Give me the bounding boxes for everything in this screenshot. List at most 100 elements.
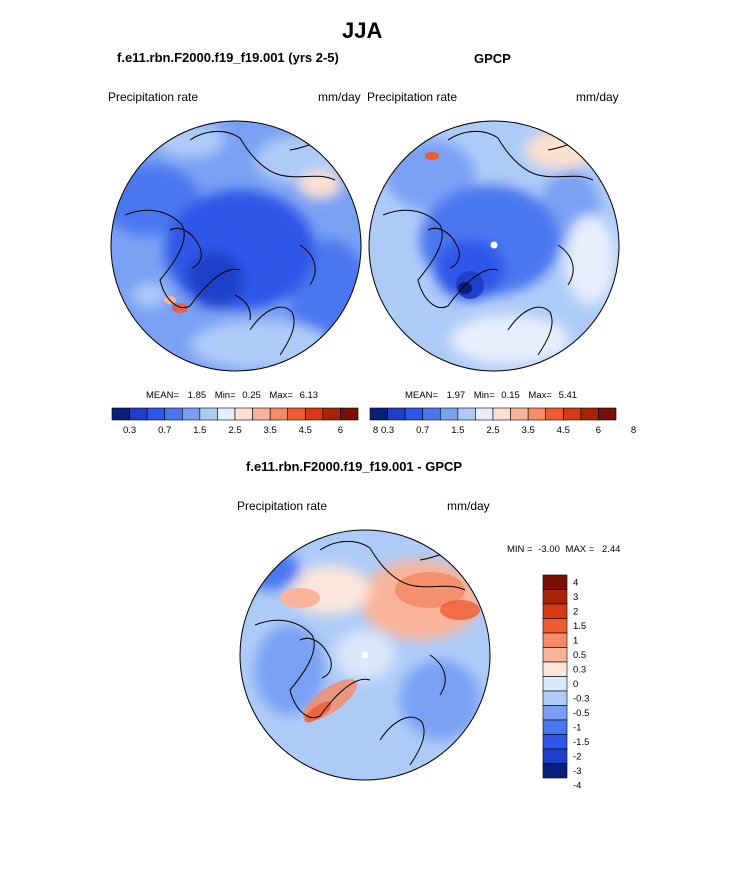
colorbar-3-box bbox=[542, 632, 568, 648]
panel-2-stats: MEAN= 1.97 Min= 0.15 Max= 5.41 bbox=[405, 390, 577, 401]
colorbar-3-tick-label: -0.5 bbox=[573, 708, 589, 719]
colorbar-1-tick-label: 4.5 bbox=[299, 425, 312, 436]
colorbar-2-tick-label: 3.5 bbox=[522, 425, 535, 436]
colorbar-3-tick-label: 1.5 bbox=[573, 621, 586, 632]
colorbar-1-tick-label: 1.5 bbox=[193, 425, 206, 436]
colorbar-3-tick-label: -1.5 bbox=[573, 737, 589, 748]
colorbar-1-box bbox=[199, 407, 218, 421]
colorbar-3-tick-label: 2 bbox=[573, 606, 578, 617]
colorbar-1-box bbox=[217, 407, 236, 421]
panel-3-units: mm/day bbox=[447, 499, 490, 513]
min-value: 0.15 bbox=[501, 390, 520, 401]
colorbar-3-box bbox=[542, 719, 568, 735]
colorbar-3-tick-label: -4 bbox=[573, 780, 581, 791]
colorbar-2-box bbox=[527, 407, 547, 421]
panel-1-units: mm/day bbox=[318, 90, 361, 104]
colorbar-1-tick-label: 2.5 bbox=[228, 425, 241, 436]
max-value: 5.41 bbox=[558, 390, 578, 401]
figure-title: JJA bbox=[342, 18, 383, 43]
panel-2-title: GPCP bbox=[474, 51, 511, 66]
colorbar-1-tick-label: 0.7 bbox=[158, 425, 171, 436]
colorbar-2-box bbox=[439, 407, 459, 421]
colorbar-panel-2: 0.3 0.7 1.5 2.5 3.5 4.5 6 8 bbox=[369, 407, 636, 436]
min-label: MIN = bbox=[507, 544, 533, 555]
colorbar-1-box bbox=[322, 407, 341, 421]
map-panel-1 bbox=[110, 120, 362, 372]
min-label: Min= bbox=[473, 390, 495, 401]
colorbar-3-box bbox=[542, 734, 568, 750]
missing-data-dot bbox=[490, 241, 498, 249]
max-value: 2.44 bbox=[601, 544, 621, 555]
colorbar-3-tick-label: -3 bbox=[573, 766, 581, 777]
colorbar-2-tick-label: 2.5 bbox=[486, 425, 499, 436]
colorbar-panel-3: 4 3 2 1.5 1 0.5 0.3 0 -0.3 -0.5 -1 -1.5 -2 -3 -4 bbox=[542, 574, 589, 791]
min-label: Min= bbox=[214, 390, 236, 401]
map-panel-3 bbox=[239, 529, 491, 781]
colorbar-3-box bbox=[542, 748, 568, 764]
panel-1-title: f.e11.rbn.F2000.f19_f19.001 (yrs 2-5) bbox=[117, 50, 339, 65]
colorbar-3-box bbox=[542, 589, 568, 605]
colorbar-1-box bbox=[234, 407, 253, 421]
colorbar-2-box bbox=[580, 407, 599, 421]
colorbar-2-tick-label: 0.7 bbox=[416, 425, 429, 436]
colorbar-2-box bbox=[598, 407, 617, 421]
colorbar-2-box bbox=[387, 407, 406, 421]
mean-label: MEAN= bbox=[146, 390, 179, 401]
colorbar-3-box bbox=[542, 618, 568, 634]
colorbar-2-box bbox=[545, 407, 564, 421]
colorbar-3-box bbox=[542, 705, 568, 721]
colorbar-1-box bbox=[269, 407, 289, 421]
max-label: Max= bbox=[528, 390, 552, 401]
colorbar-2-tick-label: 1.5 bbox=[451, 425, 464, 436]
colorbar-3-box bbox=[542, 676, 568, 692]
colorbar-1-tick-label: 6 bbox=[338, 425, 343, 436]
colorbar-3-tick-label: 0.3 bbox=[573, 664, 586, 675]
colorbar-1-tick-label: 0.3 bbox=[123, 425, 136, 436]
panel-2-left-label: Precipitation rate bbox=[367, 90, 458, 104]
panel-3-stats: MIN = -3.00 MAX = 2.44 bbox=[507, 544, 620, 555]
colorbar-2-box bbox=[562, 407, 582, 421]
colorbar-1-box bbox=[111, 407, 130, 421]
colorbar-3-box bbox=[542, 603, 568, 619]
colorbar-3-box bbox=[542, 763, 568, 779]
colorbar-1-tick-label: 3.5 bbox=[264, 425, 277, 436]
colorbar-1-box bbox=[164, 407, 183, 421]
colorbar-2-tick-label: 0.3 bbox=[381, 425, 394, 436]
colorbar-2-box bbox=[457, 407, 476, 421]
colorbar-3-tick-label: -1 bbox=[573, 722, 581, 733]
panel-1-stats: MEAN= 1.85 Min= 0.25 Max= 6.13 bbox=[146, 390, 318, 401]
mean-value: 1.97 bbox=[446, 390, 466, 401]
panel-3-left-label: Precipitation rate bbox=[237, 499, 328, 513]
map-panel-2 bbox=[368, 120, 620, 372]
max-value: 6.13 bbox=[299, 390, 319, 401]
colorbar-1-tick-label: 8 bbox=[373, 425, 378, 436]
colorbar-1-box bbox=[146, 407, 166, 421]
min-value: 0.25 bbox=[242, 390, 261, 401]
panel-3-title: f.e11.rbn.F2000.f19_f19.001 - GPCP bbox=[246, 459, 463, 474]
colorbar-2-box bbox=[475, 407, 494, 421]
colorbar-3-box bbox=[542, 690, 568, 706]
colorbar-2-box bbox=[422, 407, 441, 421]
colorbar-2-box bbox=[404, 407, 424, 421]
missing-data-dot bbox=[361, 651, 369, 659]
colorbar-1-box bbox=[287, 407, 306, 421]
colorbar-2-tick-label: 6 bbox=[596, 425, 601, 436]
colorbar-3-box bbox=[542, 661, 568, 677]
colorbar-3-tick-label: 0 bbox=[573, 679, 578, 690]
colorbar-3-tick-label: 4 bbox=[573, 577, 578, 588]
max-label: MAX = bbox=[565, 544, 595, 555]
colorbar-3-tick-label: 3 bbox=[573, 592, 578, 603]
mean-value: 1.85 bbox=[187, 390, 207, 401]
colorbar-1-box bbox=[181, 407, 201, 421]
colorbar-1-box bbox=[129, 407, 148, 421]
colorbar-1-box bbox=[304, 407, 324, 421]
mean-label: MEAN= bbox=[405, 390, 438, 401]
max-label: Max= bbox=[269, 390, 293, 401]
colorbar-panel-1: 0.3 0.7 1.5 2.5 3.5 4.5 6 8 bbox=[111, 407, 378, 436]
colorbar-3-tick-label: -0.3 bbox=[573, 693, 589, 704]
panel-2-units: mm/day bbox=[576, 90, 619, 104]
colorbar-3-tick-label: 0.5 bbox=[573, 650, 586, 661]
colorbar-3-tick-label: -2 bbox=[573, 751, 581, 762]
colorbar-2-tick-label: 4.5 bbox=[557, 425, 570, 436]
